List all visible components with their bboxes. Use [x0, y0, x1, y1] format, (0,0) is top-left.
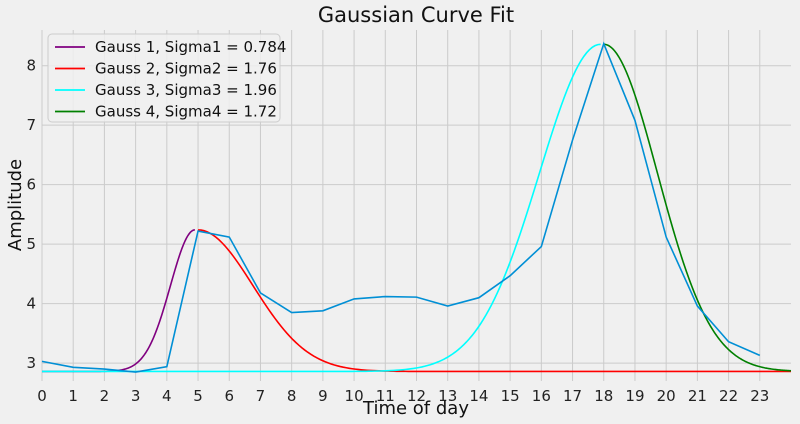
x-tick-label: 6: [224, 387, 234, 405]
x-tick-label: 1: [68, 387, 78, 405]
chart-title: Gaussian Curve Fit: [318, 3, 514, 27]
x-tick-label: 4: [162, 387, 172, 405]
y-tick-label: 6: [26, 176, 36, 194]
x-tick-label: 9: [318, 387, 328, 405]
x-tick-label: 0: [37, 387, 47, 405]
x-tick-label: 11: [376, 387, 395, 405]
legend: Gauss 1, Sigma1 = 0.784 Gauss 2, Sigma2 =…: [47, 33, 286, 123]
x-tick-label: 16: [532, 387, 551, 405]
gauss-fit-line-4: [603, 43, 792, 372]
x-tick-label: 8: [287, 387, 297, 405]
x-tick-label: 5: [193, 387, 203, 405]
x-tick-label: 15: [501, 387, 520, 405]
x-tick-label: 23: [750, 387, 769, 405]
x-axis-label: Time of day: [362, 398, 469, 419]
x-tick-label: 17: [563, 387, 582, 405]
x-tick-label: 10: [345, 387, 364, 405]
gauss-fit-line-1: [42, 229, 195, 373]
legend-entry: Gauss 1, Sigma1 = 0.784: [95, 38, 286, 56]
y-tick-label: 8: [26, 57, 36, 75]
x-tick-label: 13: [438, 387, 457, 405]
x-tick-label: 18: [594, 387, 613, 405]
legend-box: [47, 33, 281, 123]
x-tick-label: 21: [688, 387, 707, 405]
x-tick-label: 20: [657, 387, 676, 405]
plot-lines: [41, 41, 792, 373]
x-tick-label: 12: [407, 387, 426, 405]
x-tick-label: 3: [131, 387, 141, 405]
x-tick-label: 2: [100, 387, 110, 405]
x-tick-label: 7: [256, 387, 266, 405]
y-tick-label: 4: [26, 295, 36, 313]
y-tick-label: 5: [26, 235, 36, 253]
legend-entry: Gauss 3, Sigma3 = 1.96: [95, 81, 277, 99]
x-tick-label: 22: [719, 387, 738, 405]
gauss-fit-line-2: [197, 229, 791, 373]
x-tick-label: 19: [625, 387, 644, 405]
y-tick-label: 3: [26, 354, 36, 372]
legend-entry: Gauss 2, Sigma2 = 1.76: [95, 60, 277, 78]
tick-labels: 0 1 2 3 4 5 6 7 8 9 10 11 12 13 14 15 16 17 18 19 20 21 22 2334…: [26, 57, 769, 405]
y-axis-label: Amplitude: [5, 159, 26, 251]
y-tick-label: 7: [26, 116, 36, 134]
legend-entry: Gauss 4, Sigma4 = 1.72: [95, 103, 277, 121]
data-series-line: [41, 41, 761, 373]
x-tick-label: 14: [469, 387, 488, 405]
